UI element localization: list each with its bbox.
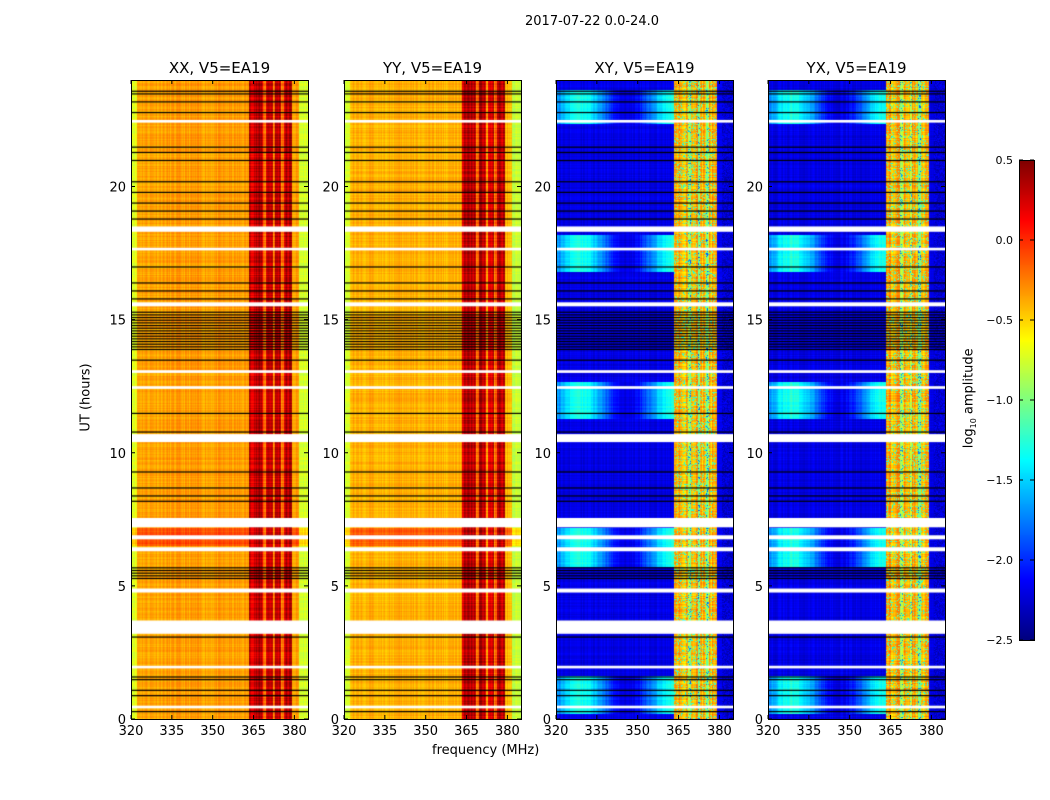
colorbar — [1019, 160, 1034, 640]
plot-frame — [556, 80, 734, 720]
y-tick-label: 15 — [109, 314, 126, 329]
colorbar-tick-label: −1.5 — [986, 474, 1013, 487]
x-tick-label: 320 — [544, 724, 569, 739]
y-tick-label: 0 — [331, 713, 339, 728]
y-tick-label: 20 — [534, 181, 551, 196]
x-tick-label: 380 — [919, 724, 944, 739]
x-tick-label: 335 — [372, 724, 397, 739]
panel-title: YX, V5=EA19 — [805, 59, 906, 77]
panel-title: XX, V5=EA19 — [169, 59, 270, 77]
y-tick-label: 5 — [755, 580, 763, 595]
y-tick-label: 15 — [534, 314, 551, 329]
y-tick-label: 5 — [331, 580, 339, 595]
heatmap-xy — [556, 80, 733, 719]
panel-title: XY, V5=EA19 — [594, 59, 694, 77]
x-tick-label: 365 — [454, 724, 479, 739]
y-tick-label: 20 — [109, 181, 126, 196]
y-tick-label: 10 — [109, 447, 126, 462]
colorbar-tick-label: 0.5 — [996, 154, 1014, 167]
y-tick-label: 0 — [543, 713, 551, 728]
heatmap-xx — [131, 80, 308, 719]
suptitle: 2017-07-22 0.0-24.0 — [525, 14, 659, 29]
plot-frame — [131, 80, 309, 720]
x-tick-label: 350 — [200, 724, 225, 739]
x-tick-label: 320 — [332, 724, 357, 739]
x-tick-label: 380 — [495, 724, 520, 739]
x-tick-label: 380 — [282, 724, 307, 739]
colorbar-tick-label: −1.0 — [986, 394, 1013, 407]
x-tick-label: 365 — [241, 724, 266, 739]
y-tick-label: 10 — [534, 447, 551, 462]
colorbar-tick-label: 0.0 — [996, 234, 1014, 247]
y-tick-label: 5 — [543, 580, 551, 595]
x-tick-label: 350 — [837, 724, 862, 739]
heatmap-yx — [768, 80, 945, 719]
x-tick-label: 335 — [584, 724, 609, 739]
x-tick-label: 365 — [666, 724, 691, 739]
x-tick-label: 320 — [119, 724, 144, 739]
plot-frame — [768, 80, 946, 720]
x-axis-label: frequency (MHz) — [432, 743, 540, 758]
x-tick-label: 380 — [707, 724, 732, 739]
y-tick-label: 0 — [118, 713, 126, 728]
x-tick-label: 320 — [756, 724, 781, 739]
y-tick-label: 5 — [118, 580, 126, 595]
y-tick-label: 10 — [746, 447, 763, 462]
x-tick-label: 335 — [796, 724, 821, 739]
x-tick-label: 335 — [159, 724, 184, 739]
colorbar-tick-label: −2.0 — [986, 554, 1013, 567]
x-tick-label: 350 — [625, 724, 650, 739]
y-tick-label: 20 — [322, 181, 339, 196]
y-tick-label: 10 — [322, 447, 339, 462]
y-tick-label: 15 — [322, 314, 339, 329]
colorbar-tick-label: −2.5 — [986, 634, 1013, 647]
plot-frame — [344, 80, 522, 720]
panel-title: YY, V5=EA19 — [382, 59, 482, 77]
y-tick-label: 15 — [746, 314, 763, 329]
y-tick-label: 0 — [755, 713, 763, 728]
heatmap-yy — [344, 80, 521, 719]
colorbar-tick-label: −0.5 — [986, 314, 1013, 327]
x-tick-label: 350 — [413, 724, 438, 739]
x-tick-label: 365 — [878, 724, 903, 739]
y-tick-label: 20 — [746, 181, 763, 196]
